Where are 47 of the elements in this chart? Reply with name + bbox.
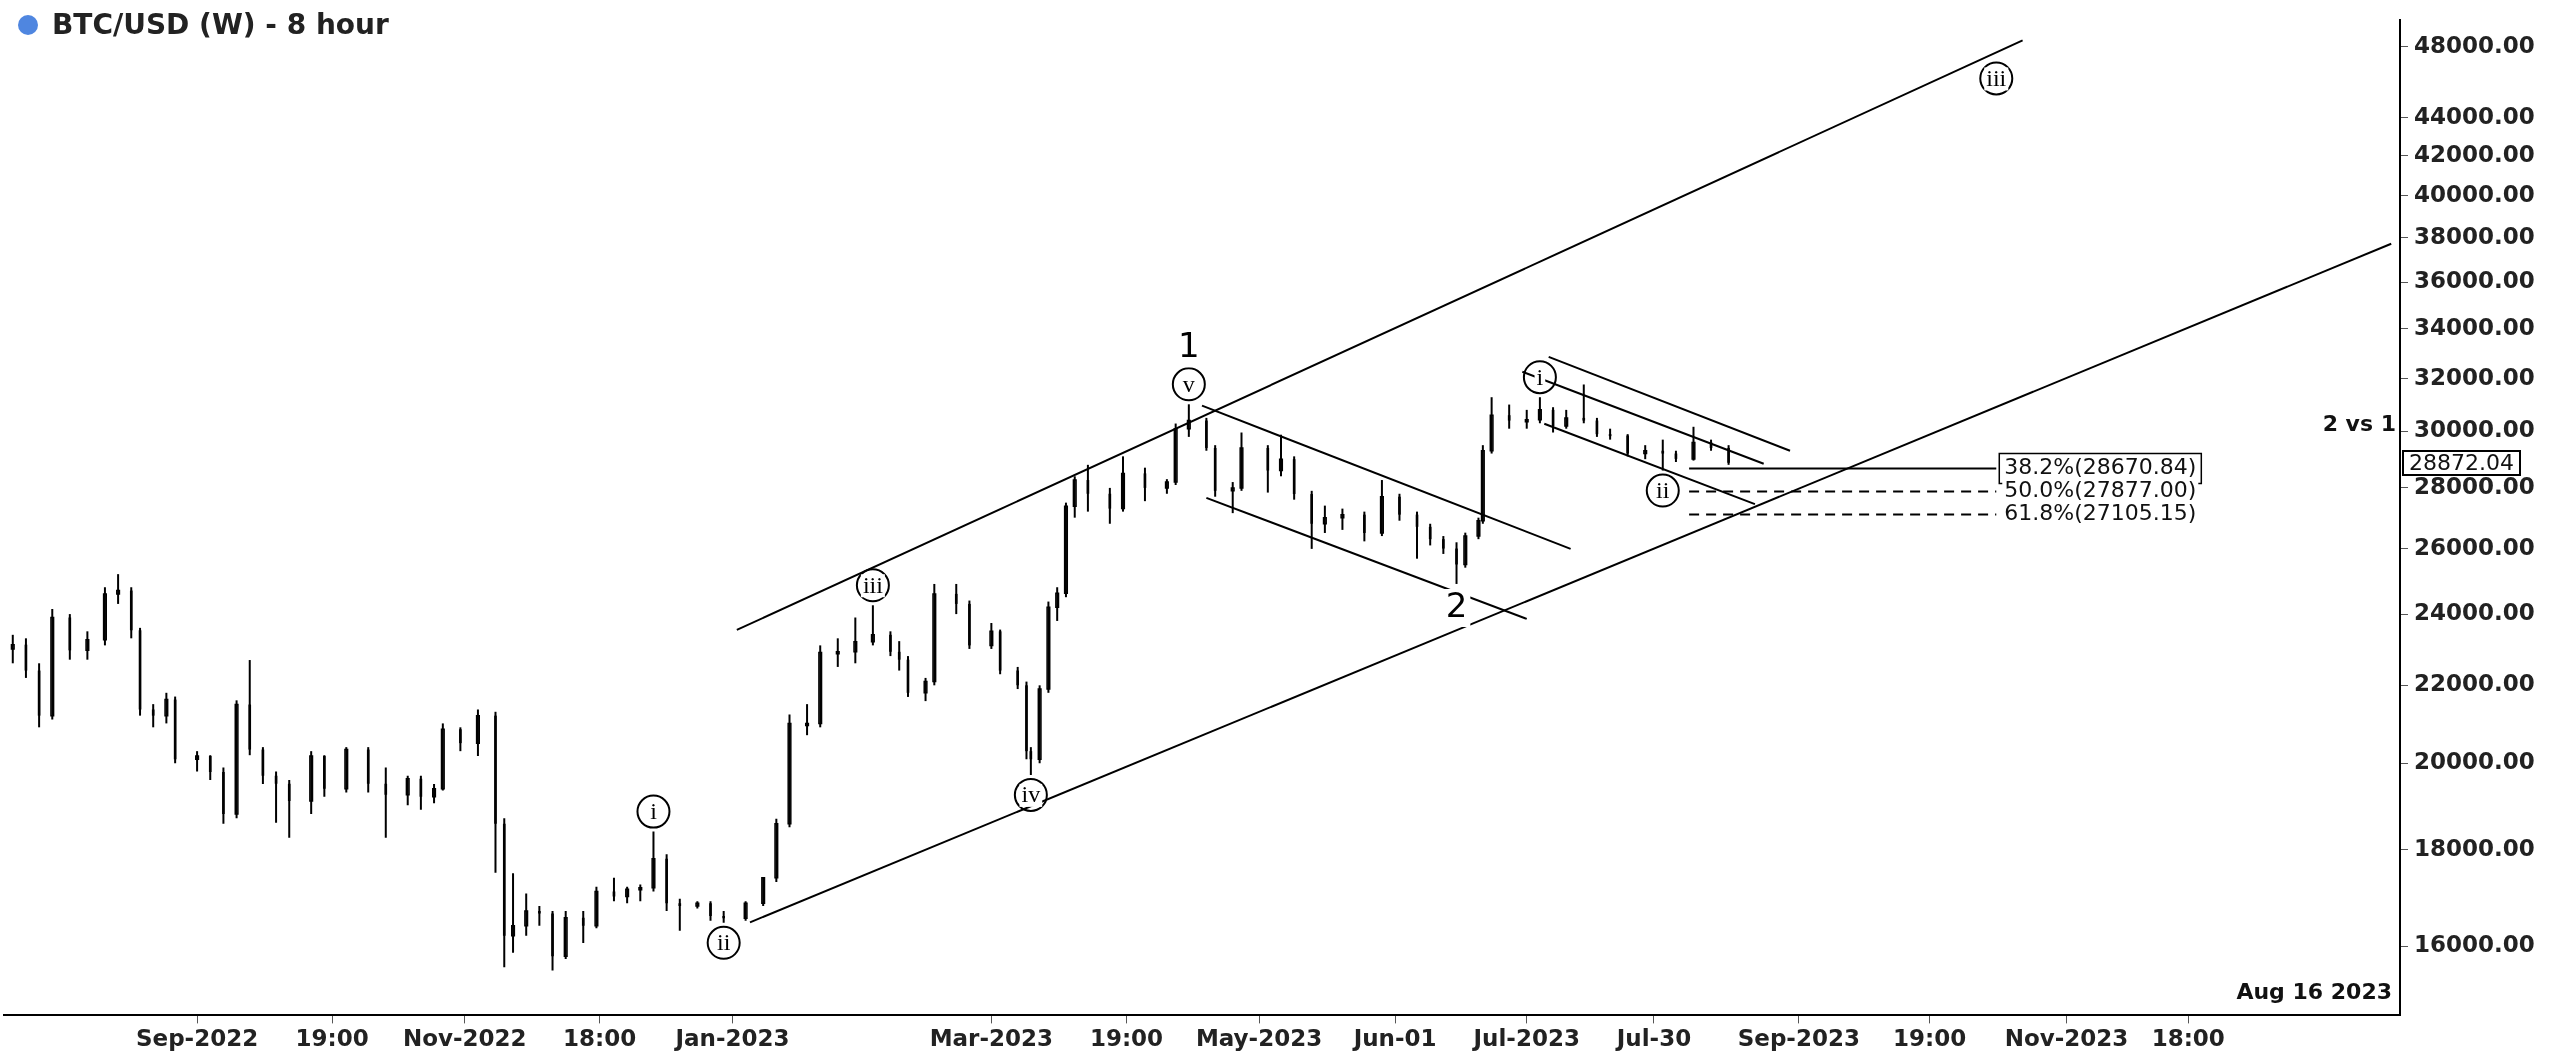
annotation: ii — [1656, 476, 1670, 503]
series-label: 38.2%(28670.84) — [2004, 454, 2197, 480]
y-tick-label: 32000.00 — [2414, 363, 2535, 390]
annotation: 2 vs 1 — [2322, 410, 2396, 436]
y-tick-label: 18000.00 — [2414, 834, 2535, 861]
chart-title: BTC/USD (W) - 8 hour — [52, 8, 389, 41]
y-tick-label: 34000.00 — [2414, 313, 2535, 340]
x-tick-label: 19:00 — [1089, 1025, 1164, 1052]
x-tick-label: 18:00 — [563, 1025, 637, 1052]
annotation: ii — [717, 929, 731, 956]
y-tick-label: 16000.00 — [2414, 931, 2535, 957]
y-tick-label: 38000.00 — [2414, 222, 2535, 249]
x-tick-label: May-2023 — [1195, 1025, 1323, 1052]
x-tick-label: Jul-30 — [1614, 1025, 1692, 1052]
x-tick-label: Jul-2023 — [1471, 1025, 1580, 1052]
x-tick-label: Sep-2022 — [135, 1025, 259, 1052]
annotation: Aug 16 2023 — [2236, 979, 2392, 1005]
x-tick-label: Jun-01 — [1351, 1025, 1437, 1052]
y-tick-label: 40000.00 — [2414, 180, 2535, 207]
x-tick-label: 19:00 — [295, 1025, 369, 1052]
x-tick-label: Sep-2023 — [1737, 1025, 1860, 1052]
y-tick-label: 44000.00 — [2414, 102, 2535, 129]
x-tick-label: Jan-2023 — [673, 1025, 790, 1052]
annotation: iii — [862, 571, 884, 598]
y-tick-label: 30000.00 — [2414, 416, 2535, 443]
x-tick-label: 18:00 — [2151, 1025, 2225, 1052]
annotation: i — [1536, 363, 1544, 390]
text: 28872.04 — [2402, 449, 2521, 476]
annotation: iv — [1021, 781, 1041, 808]
annotation: iii — [1986, 64, 2007, 91]
annotation: 2 — [1445, 584, 1468, 625]
y-tick-label: 20000.00 — [2414, 748, 2535, 775]
series-label: 61.8%(27105.15) — [2004, 500, 2197, 526]
x-tick-label: 19:00 — [1892, 1025, 1967, 1052]
annotation: v — [1182, 370, 1195, 397]
y-tick-label: 48000.00 — [2414, 31, 2535, 58]
annotation: 1 — [1178, 325, 1200, 366]
annotation: i — [650, 797, 658, 824]
y-tick-label: 36000.00 — [2414, 267, 2535, 294]
y-tick-label: 26000.00 — [2414, 533, 2535, 560]
y-tick-label: 24000.00 — [2414, 599, 2535, 626]
y-tick-label: 22000.00 — [2414, 670, 2535, 697]
x-tick-label: Mar-2023 — [929, 1025, 1054, 1052]
x-tick-label: Nov-2023 — [2004, 1025, 2129, 1052]
x-tick-label: Nov-2022 — [402, 1025, 527, 1052]
series-label: 50.0%(27877.00) — [2004, 477, 2197, 503]
y-tick-label: 42000.00 — [2414, 140, 2535, 167]
